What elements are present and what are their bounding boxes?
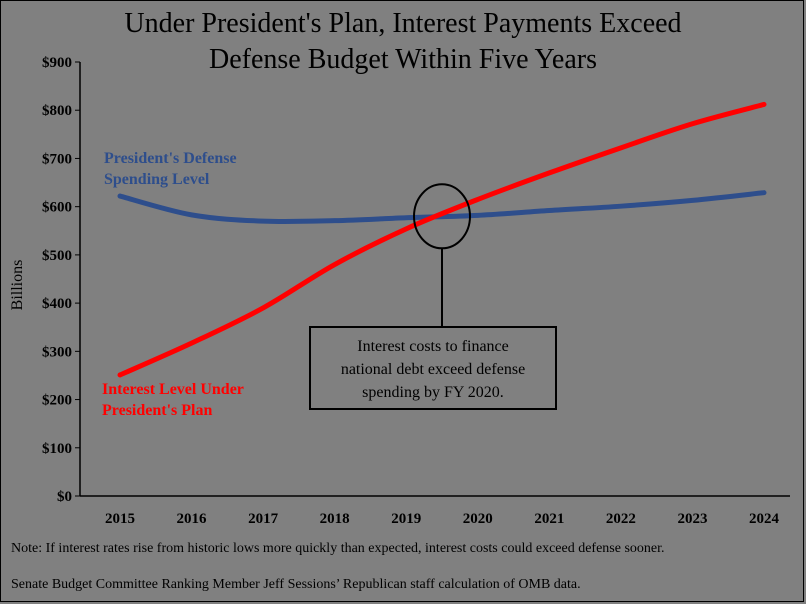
y-tick-label: $600 xyxy=(42,200,72,216)
defense-series-line xyxy=(117,190,767,225)
y-tick-label: $900 xyxy=(42,55,72,71)
series-group xyxy=(117,101,767,378)
x-tick-label: 2018 xyxy=(320,511,350,527)
x-tick-label: 2021 xyxy=(534,511,564,527)
y-tick-label: $500 xyxy=(42,248,72,264)
y-tick-label: $300 xyxy=(42,344,72,360)
footnote: Note: If interest rates rise from histor… xyxy=(11,541,665,556)
chart-title-line-2: Defense Budget Within Five Years xyxy=(209,44,597,75)
y-tick-label: $400 xyxy=(42,296,72,312)
callout-text-line-3: spending by FY 2020. xyxy=(362,384,504,401)
defense-series-label-line-1: President's Defense xyxy=(104,150,237,167)
interest-series-label-line-2: President's Plan xyxy=(102,402,212,419)
x-tick-label: 2024 xyxy=(749,511,780,527)
chart-title-line-1: Under President's Plan, Interest Payment… xyxy=(124,8,681,39)
interest-series-label-line-1: Interest Level Under xyxy=(102,381,244,398)
callout-text-line-1: Interest costs to finance xyxy=(357,338,509,355)
y-tick-label: $800 xyxy=(42,103,72,119)
x-tick-label: 2023 xyxy=(677,511,707,527)
x-tick-label: 2015 xyxy=(105,511,135,527)
x-tick-label: 2016 xyxy=(177,511,208,527)
x-tick-group: 2015 2016 2017 2018 2019 2020 2021 2022 2023 2024 xyxy=(105,511,780,527)
y-tick-label: $200 xyxy=(42,393,72,409)
y-tick-label: $0 xyxy=(57,489,72,505)
y-tick-label: $700 xyxy=(42,151,72,167)
source-note: Senate Budget Committee Ranking Member J… xyxy=(11,577,581,592)
y-tick-group: $0 $100 $200 $300 $400 $500 $600 $700 $800 $900 xyxy=(42,55,80,505)
callout-box xyxy=(309,326,557,410)
x-tick-label: 2020 xyxy=(463,511,493,527)
x-tick-label: 2017 xyxy=(248,511,279,527)
x-tick-label: 2019 xyxy=(391,511,421,527)
callout-text-line-2: national debt exceed defense xyxy=(341,361,525,378)
y-tick-label: $100 xyxy=(42,441,72,457)
y-axis-title: Billions xyxy=(9,260,26,311)
interest-series-line xyxy=(117,101,767,378)
defense-series-label-line-2: Spending Level xyxy=(104,171,210,188)
x-tick-label: 2022 xyxy=(606,511,636,527)
